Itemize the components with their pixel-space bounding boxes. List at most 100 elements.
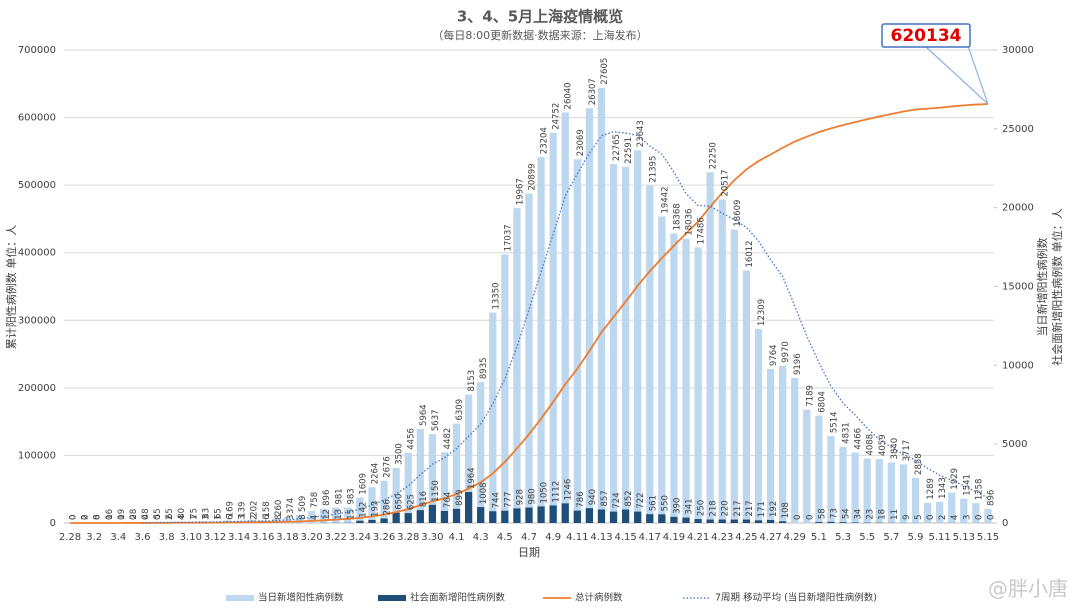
value-label: 80 — [177, 508, 187, 519]
value-label: 0 — [153, 515, 163, 520]
x-tick-label: 4.1 — [449, 532, 465, 543]
x-tick-label: 3.2 — [86, 532, 102, 543]
bar — [682, 517, 690, 523]
value-label: 5637 — [431, 409, 441, 431]
bar — [754, 520, 763, 523]
bar — [609, 511, 618, 523]
legend-label: 总计病例数 — [575, 592, 623, 604]
value-label: 0 — [926, 515, 936, 520]
x-tick-label: 4.23 — [711, 532, 733, 543]
bar — [368, 519, 376, 523]
value-label: 2264 — [370, 463, 380, 485]
x-tick-label: 3.8 — [159, 532, 175, 543]
bar — [730, 229, 738, 524]
value-label: 0 — [105, 515, 115, 520]
value-label: 108 — [781, 502, 791, 518]
value-label: 8 — [274, 514, 284, 519]
value-label: 724 — [612, 492, 622, 508]
value-label: 0 — [986, 515, 996, 520]
bar — [839, 522, 847, 523]
value-label: 2 — [165, 515, 175, 520]
watermark: @胖小唐 — [988, 577, 1068, 601]
value-label: 75 — [189, 508, 199, 519]
value-label: 8153 — [467, 370, 477, 392]
x-tick-label: 5.13 — [953, 532, 975, 543]
value-label: 217 — [745, 500, 755, 516]
value-label: 20517 — [721, 169, 731, 196]
value-label: 19967 — [515, 178, 525, 205]
bar — [489, 312, 497, 523]
value-label: 896 — [986, 490, 996, 506]
value-label: 83 — [201, 508, 211, 519]
bar — [585, 108, 594, 523]
x-tick-label: 4.15 — [614, 532, 636, 543]
value-label: 3 — [286, 515, 296, 520]
bar — [452, 508, 461, 523]
value-label: 4 — [950, 515, 960, 520]
x-tick-label: 4.9 — [545, 532, 561, 543]
value-label: 390 — [672, 498, 682, 514]
value-label: 20899 — [528, 163, 538, 190]
value-label: 816 — [419, 491, 429, 507]
value-label: 34 — [854, 509, 864, 520]
x-tick-label: 4.3 — [473, 532, 489, 543]
y-axis-title: 累计阳性病例数 单位：人 — [4, 225, 18, 350]
y-tick-label: 200000 — [18, 383, 56, 394]
bar — [573, 510, 581, 523]
value-label: 48 — [141, 508, 151, 519]
callout-label: 620134 — [891, 26, 962, 46]
value-label: 7189 — [805, 385, 815, 407]
y2-tick-label: 30000 — [1002, 45, 1034, 56]
value-label: 4 — [177, 515, 187, 520]
value-label: 286 — [383, 499, 393, 515]
y-tick-label: 600000 — [18, 113, 56, 124]
value-label: 142 — [358, 502, 368, 518]
x-tick-label: 4.29 — [784, 532, 806, 543]
x-tick-label: 4.25 — [735, 532, 757, 543]
x-tick-label: 5.7 — [883, 532, 899, 543]
value-label: 12 — [322, 509, 332, 520]
bar — [827, 436, 835, 523]
bar — [513, 508, 521, 523]
y2-tick-label: 10000 — [1002, 360, 1034, 371]
y2-axis-title: 社会面新增阳性病例数 单位：人 — [1050, 208, 1064, 366]
callout-leader — [967, 45, 989, 105]
x-tick-label: 3.12 — [204, 532, 226, 543]
value-label: 220 — [721, 500, 731, 516]
x-tick-label: 4.5 — [497, 532, 513, 543]
bar — [501, 510, 509, 523]
value-label: 22765 — [612, 134, 622, 161]
legend-swatch — [226, 595, 254, 601]
bar — [609, 164, 618, 523]
value-label: 6 — [226, 514, 236, 519]
value-label: 23204 — [540, 127, 550, 154]
value-label: 16012 — [745, 240, 755, 267]
value-label: 6 — [262, 514, 272, 519]
bar — [356, 497, 364, 523]
bar — [827, 521, 835, 523]
bar — [380, 480, 388, 523]
value-label: 4 — [310, 515, 320, 520]
value-label: 1258 — [974, 479, 984, 501]
value-label: 1 — [189, 515, 199, 520]
value-label: 217 — [733, 500, 743, 516]
x-tick-label: 5.1 — [811, 532, 827, 543]
value-label: 374 — [286, 498, 296, 514]
bar — [815, 522, 823, 523]
value-label: 650 — [395, 494, 405, 510]
value-label: 764 — [443, 492, 453, 508]
bar — [658, 216, 666, 523]
x-tick-label: 5.5 — [859, 532, 875, 543]
value-label: 218 — [709, 500, 719, 516]
value-label: 3 — [962, 515, 972, 520]
bar — [730, 519, 738, 523]
y-tick-label: 0 — [50, 518, 56, 529]
value-label: 625 — [407, 494, 417, 510]
bar — [573, 159, 581, 524]
value-label: 928 — [515, 489, 525, 505]
value-label: 1609 — [358, 473, 368, 495]
value-label: 73 — [829, 508, 839, 519]
x-tick-label: 4.11 — [566, 532, 588, 543]
value-label: 0 — [129, 515, 139, 520]
value-label: 2676 — [383, 456, 393, 478]
